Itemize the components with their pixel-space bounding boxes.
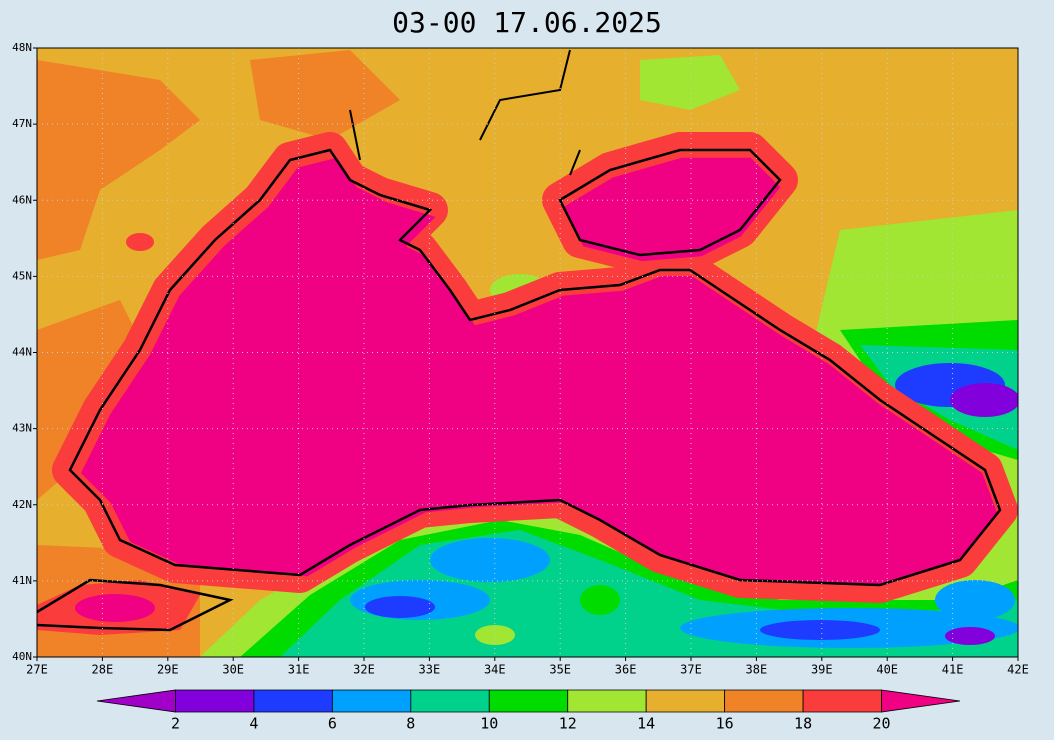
field-region (945, 627, 995, 645)
colorbar-label: 18 (794, 715, 812, 733)
colorbar-label: 6 (328, 715, 337, 733)
field-region (365, 596, 435, 618)
lon-label: 37E (680, 663, 702, 677)
colorbar-label: 14 (637, 715, 655, 733)
lat-label: 47N (12, 117, 32, 130)
field-region (475, 625, 515, 645)
colorbar-segment (410, 689, 490, 713)
lat-label: 46N (12, 193, 32, 206)
coastline (349, 49, 581, 176)
colorbar-label: 16 (716, 715, 734, 733)
lon-label: 36E (615, 663, 637, 677)
field-region (640, 55, 740, 110)
lon-label: 39E (811, 663, 833, 677)
colorbar-segment (331, 689, 412, 713)
lon-label: 40E (876, 663, 898, 677)
lon-label: 31E (288, 663, 310, 677)
field-region (430, 538, 550, 582)
colorbar: 2 4 6 8 10 12 14 16 18 20 (96, 689, 961, 733)
lon-label: 29E (157, 663, 179, 677)
colorbar-segment (802, 689, 882, 713)
lat-label: 48N (12, 41, 32, 54)
sea-core (80, 157, 997, 587)
field-region (760, 620, 880, 640)
lat-label: 41N (12, 574, 32, 587)
lat-label: 43N (12, 422, 32, 435)
field-region (250, 50, 400, 140)
field-region (950, 383, 1018, 417)
map-title: 03-00 17.06.2025 (392, 6, 662, 39)
lon-label: 42E (1007, 663, 1029, 677)
lon-label: 41E (942, 663, 964, 677)
coastline (37, 148, 1002, 632)
colorbar-label: 10 (480, 715, 498, 733)
lon-label: 30E (222, 663, 244, 677)
colorbar-segment (881, 689, 961, 713)
field-region (935, 580, 1015, 620)
colorbar-segment (567, 689, 647, 713)
field-region (37, 60, 200, 260)
colorbar-segment (724, 689, 804, 713)
lon-label: 33E (419, 663, 441, 677)
field-region (75, 594, 155, 622)
field (37, 48, 1018, 657)
lon-label: 35E (549, 663, 571, 677)
colorbar-label: 12 (559, 715, 577, 733)
lon-label: 32E (353, 663, 375, 677)
lat-label: 44N (12, 346, 32, 359)
colorbar-segment (488, 689, 569, 713)
grid (37, 48, 1018, 657)
colorbar-label: 20 (873, 715, 891, 733)
lon-label: 27E (26, 663, 48, 677)
lat-label: 40N (12, 650, 32, 663)
colorbar-label: 8 (406, 715, 415, 733)
colorbar-label: 4 (249, 715, 258, 733)
colorbar-segment (645, 689, 726, 713)
field-region (580, 585, 620, 615)
lon-label: 28E (92, 663, 114, 677)
lon-label: 38E (746, 663, 768, 677)
colorbar-segment (175, 689, 255, 713)
lat-label: 45N (12, 269, 32, 282)
lat-label: 42N (12, 498, 32, 511)
colorbar-label: 2 (171, 715, 180, 733)
colorbar-segment (253, 689, 333, 713)
lon-label: 34E (484, 663, 506, 677)
field-region (126, 233, 154, 251)
